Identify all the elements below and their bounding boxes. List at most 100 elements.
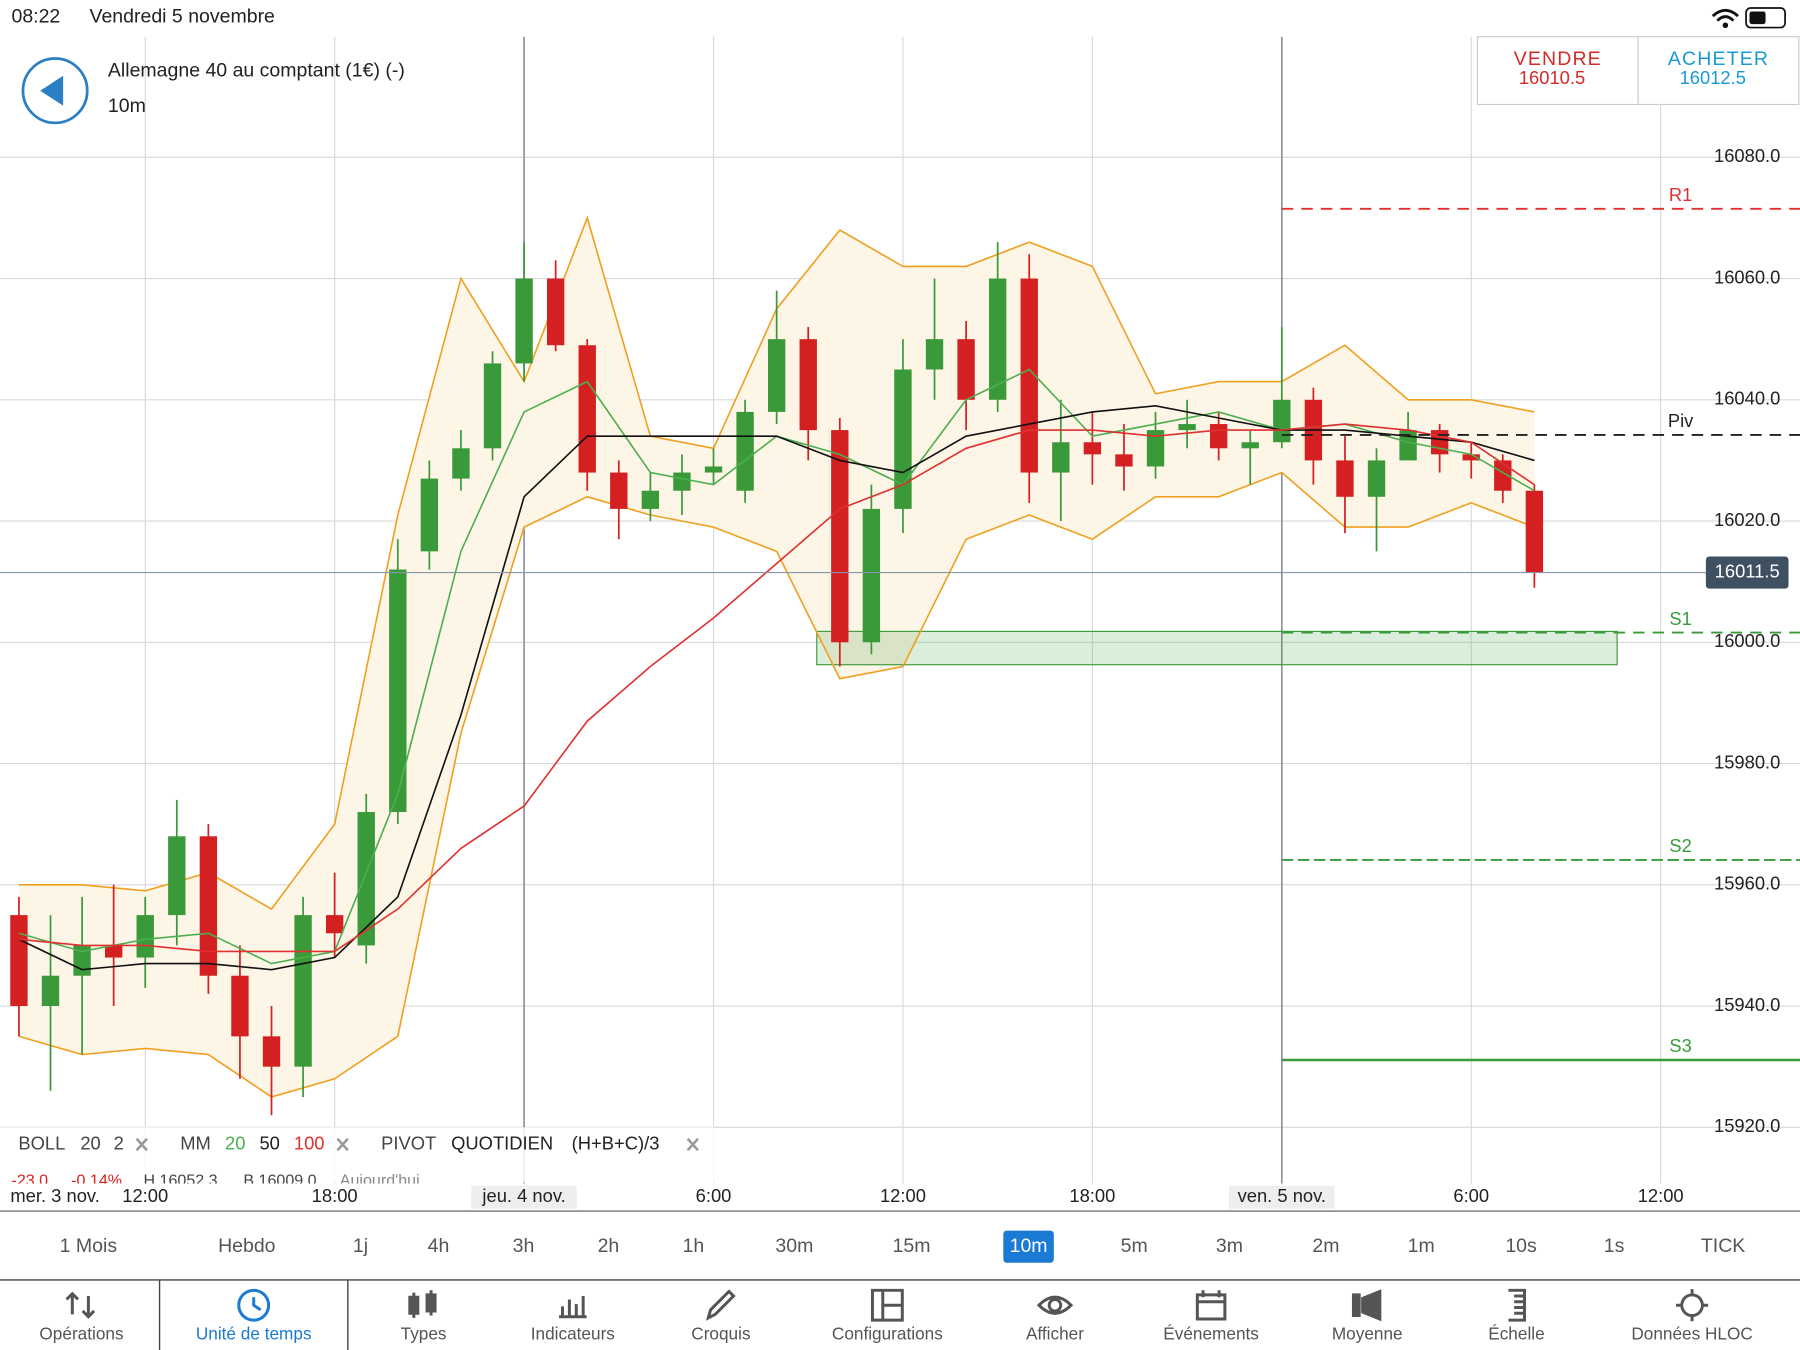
candle-body — [925, 339, 944, 370]
y-tick-label: 16080.0 — [1714, 145, 1780, 166]
x-tick-label: 18:00 — [312, 1185, 358, 1206]
timeframe-option[interactable]: 10s — [1505, 1235, 1537, 1257]
candle-body — [483, 363, 502, 449]
candle-body — [1273, 399, 1291, 443]
y-tick-label: 15940.0 — [1714, 994, 1780, 1015]
nav-tab[interactable]: Afficher — [1026, 1324, 1084, 1344]
timeframe-option[interactable]: 3m — [1216, 1235, 1243, 1257]
timeframe-option[interactable]: 3h — [513, 1235, 535, 1257]
nav-tab[interactable]: Croquis — [691, 1324, 750, 1344]
candle-body — [199, 836, 218, 976]
sell-button[interactable]: VENDRE — [1514, 48, 1602, 70]
y-tick-label: 16060.0 — [1714, 266, 1780, 287]
timeframe-option[interactable]: TICK — [1701, 1235, 1745, 1257]
nav-tab[interactable]: Données HLOC — [1631, 1324, 1752, 1344]
candle-body — [736, 411, 754, 491]
candle-body — [862, 508, 881, 643]
nav-icon — [705, 1289, 736, 1321]
nav-icon — [1351, 1289, 1382, 1322]
y-axis: 15920.0 15940.0 15960.0 15980.0 16000.0 16020… — [1705, 145, 1789, 1136]
remove-icon[interactable] — [135, 1137, 148, 1152]
pivot-label: R1 — [1669, 184, 1692, 205]
candle-body — [1336, 460, 1354, 497]
timeframe-bar: 1 Mois Hebdo 1j 4h 3h 2h 1h 30m 15m 10m 5m 3m 2m 1m 10… — [0, 1212, 1800, 1280]
nav-tab[interactable]: Types — [401, 1324, 447, 1344]
candle-body — [1399, 430, 1417, 461]
timeframe-option[interactable]: 2h — [598, 1235, 620, 1257]
timeframe-bg — [0, 1212, 1800, 1280]
timeframe-option[interactable]: 4h — [428, 1235, 450, 1257]
candle-body — [1525, 490, 1544, 573]
candle-body — [704, 466, 723, 473]
candle-body — [294, 915, 312, 1067]
y-tick-label: 16000.0 — [1714, 630, 1780, 651]
legend-text: 20 — [225, 1132, 245, 1153]
nav-tab[interactable]: Moyenne — [1332, 1324, 1403, 1344]
remove-icon[interactable] — [686, 1137, 699, 1152]
candle-body — [1367, 460, 1386, 497]
timeframe-option[interactable]: 1h — [683, 1235, 705, 1257]
nav-tab[interactable]: Opérations — [39, 1324, 123, 1344]
candle-body — [1115, 454, 1133, 467]
nav-tab[interactable]: Échelle — [1488, 1324, 1544, 1344]
candle-body — [767, 339, 786, 412]
pivot-levels: R1 Piv S1 S2 S3 — [0, 184, 1800, 1062]
timeframe-option[interactable]: 10m — [1010, 1235, 1048, 1257]
candle-body — [452, 448, 470, 479]
candle-body — [262, 1036, 281, 1067]
y-tick-label: 15960.0 — [1714, 873, 1780, 894]
timeframe-option[interactable]: 15m — [893, 1235, 931, 1257]
wifi-icon — [1722, 22, 1729, 29]
buy-button[interactable]: ACHETER — [1668, 48, 1769, 70]
x-tick-label: 12:00 — [880, 1185, 926, 1206]
nav-icon — [559, 1296, 587, 1319]
timeframe-option[interactable]: 2m — [1312, 1235, 1339, 1257]
instrument-title: Allemagne 40 au comptant (1€) (-) — [108, 59, 405, 81]
nav-icon — [870, 1288, 904, 1322]
candle-body — [1146, 430, 1165, 467]
legend-bg — [0, 1127, 715, 1183]
legend-text: PIVOT — [381, 1132, 436, 1153]
timeframe-option[interactable]: 30m — [775, 1235, 813, 1257]
timeframe-option[interactable]: 1m — [1408, 1235, 1435, 1257]
battery-level — [1749, 11, 1766, 25]
candle-body — [104, 945, 123, 958]
timeframe-option[interactable]: 1s — [1604, 1235, 1625, 1257]
candle-body — [1430, 430, 1449, 455]
timeframe-option[interactable]: 1 Mois — [60, 1235, 118, 1257]
candle-body — [894, 369, 912, 509]
timeframe-option[interactable]: Hebdo — [218, 1235, 276, 1257]
candle-body — [1178, 424, 1196, 431]
timeframe-selected-bg — [1003, 1230, 1054, 1263]
bottom-nav: Opérations Unité de temps Types Indicateurs… — [0, 1279, 1800, 1350]
nav-tab[interactable]: Unité de temps — [196, 1324, 312, 1344]
candle-body — [673, 472, 691, 491]
remove-icon[interactable] — [336, 1137, 349, 1152]
candle-body — [1083, 442, 1102, 455]
timeframe-option[interactable]: 1j — [353, 1235, 368, 1257]
nav-tab[interactable]: Événements — [1163, 1324, 1259, 1344]
y-tick-label: 16020.0 — [1714, 509, 1780, 530]
moving-average — [18, 423, 1535, 953]
last-price-label: 16011.5 — [1715, 560, 1780, 581]
battery-icon — [1745, 7, 1786, 29]
legend-text: 100 — [294, 1132, 325, 1153]
x-tick-label: 12:00 — [122, 1185, 168, 1206]
status-date: Vendredi 5 novembre — [90, 5, 275, 27]
nav-icon — [65, 1291, 96, 1319]
nav-tab[interactable]: Indicateurs — [531, 1324, 615, 1344]
legend-text: 50 — [259, 1132, 279, 1153]
timeframe-option[interactable]: 5m — [1121, 1235, 1148, 1257]
header: 08:22 Vendredi 5 novembre Allemagne 40 a… — [0, 0, 1800, 125]
nav-tab[interactable]: Configurations — [832, 1324, 943, 1344]
candle-body — [41, 975, 60, 1007]
candle-body — [136, 915, 154, 958]
timeframe-label: 10m — [108, 95, 146, 117]
x-axis: mer. 3 nov. 12:00 18:00 jeu. 4 nov. 6:00 12:… — [0, 1183, 1800, 1212]
wifi-icon — [1711, 8, 1739, 22]
candle-body — [515, 278, 533, 364]
y-tick-label: 15920.0 — [1714, 1115, 1780, 1136]
candle-body — [988, 278, 1007, 400]
